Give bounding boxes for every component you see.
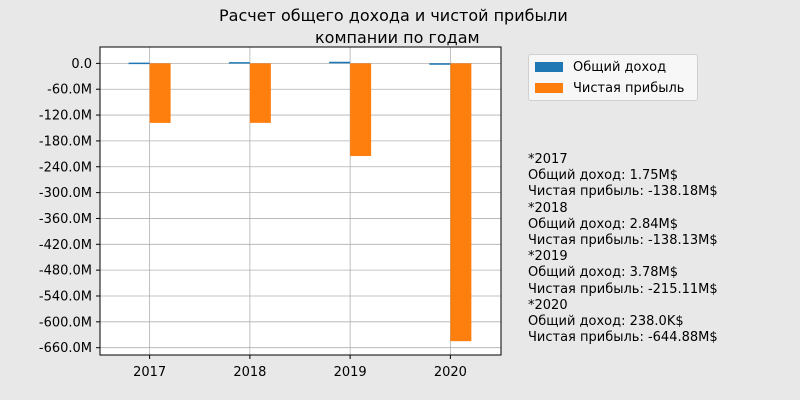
y-tick-label: -60.0M bbox=[47, 83, 92, 98]
plot-frame bbox=[99, 46, 502, 356]
y-tick-label: -300.0M bbox=[39, 186, 92, 201]
x-tick-label: 2017 bbox=[133, 365, 166, 380]
x-tick-label: 2019 bbox=[334, 365, 367, 380]
bar-profit-2019 bbox=[350, 63, 372, 157]
bar-income-2019 bbox=[329, 61, 351, 64]
note-year: *2020 bbox=[528, 297, 568, 313]
bar-income-2018 bbox=[228, 62, 250, 64]
note-profit: Чистая прибыль: -644.88M$ bbox=[528, 330, 718, 346]
legend: Общий доход Чистая прибыль bbox=[528, 54, 698, 101]
y-tick-label: -180.0M bbox=[39, 134, 92, 149]
note-year: *2017 bbox=[528, 152, 568, 167]
y-tick-label: -120.0M bbox=[39, 109, 92, 124]
bar-profit-2020 bbox=[450, 63, 472, 342]
bar-profit-2017 bbox=[149, 63, 171, 123]
y-tick-label: -480.0M bbox=[39, 264, 92, 279]
note-2017: *2017 Общий доход: 1.75M$ Чистая прибыль… bbox=[528, 152, 718, 201]
bar-profit-2018 bbox=[249, 63, 271, 123]
note-income: Общий доход: 1.75M$ bbox=[528, 168, 679, 184]
x-tick-label: 2018 bbox=[233, 365, 266, 380]
note-2020: *2020 Общий доход: 238.0K$ Чистая прибыл… bbox=[528, 298, 718, 347]
year-notes: *2017 Общий доход: 1.75M$ Чистая прибыль… bbox=[528, 152, 718, 346]
note-income: Общий доход: 238.0K$ bbox=[528, 314, 684, 330]
note-2019: *2019 Общий доход: 3.78M$ Чистая прибыль… bbox=[528, 249, 718, 298]
x-tick-label: 2020 bbox=[434, 365, 467, 380]
chart-title-line-1: Расчет общего дохода и чистой прибыли bbox=[219, 6, 568, 25]
note-profit: Чистая прибыль: -215.11M$ bbox=[528, 281, 718, 297]
legend-swatch-profit bbox=[535, 83, 563, 93]
note-year: *2019 bbox=[528, 249, 568, 265]
y-tick-label: -660.0M bbox=[39, 341, 92, 356]
legend-label-profit: Чистая прибыль bbox=[573, 80, 685, 96]
note-income: Общий доход: 2.84M$ bbox=[528, 216, 679, 232]
y-tick-label: -600.0M bbox=[39, 315, 92, 330]
bar-income-2017 bbox=[128, 62, 150, 65]
note-year: *2018 bbox=[528, 200, 568, 216]
legend-item-profit: Чистая прибыль bbox=[535, 79, 684, 97]
bar-income-2020 bbox=[429, 63, 451, 65]
legend-label-income: Общий доход bbox=[573, 59, 667, 75]
y-tick-label: -240.0M bbox=[39, 160, 92, 175]
y-tick-label: 0.0 bbox=[71, 57, 92, 72]
legend-item-income: Общий доход bbox=[535, 58, 666, 76]
note-income: Общий доход: 3.78M$ bbox=[528, 265, 679, 281]
chart-title-line-2: компании по годам bbox=[315, 28, 480, 47]
y-tick-label: -360.0M bbox=[39, 212, 92, 227]
note-profit: Чистая прибыль: -138.18M$ bbox=[528, 184, 718, 200]
note-profit: Чистая прибыль: -138.13M$ bbox=[528, 233, 718, 249]
y-tick-label: -540.0M bbox=[39, 289, 92, 304]
y-tick-label: -420.0M bbox=[39, 238, 92, 253]
legend-swatch-income bbox=[535, 62, 563, 72]
note-2018: *2018 Общий доход: 2.84M$ Чистая прибыль… bbox=[528, 201, 718, 250]
